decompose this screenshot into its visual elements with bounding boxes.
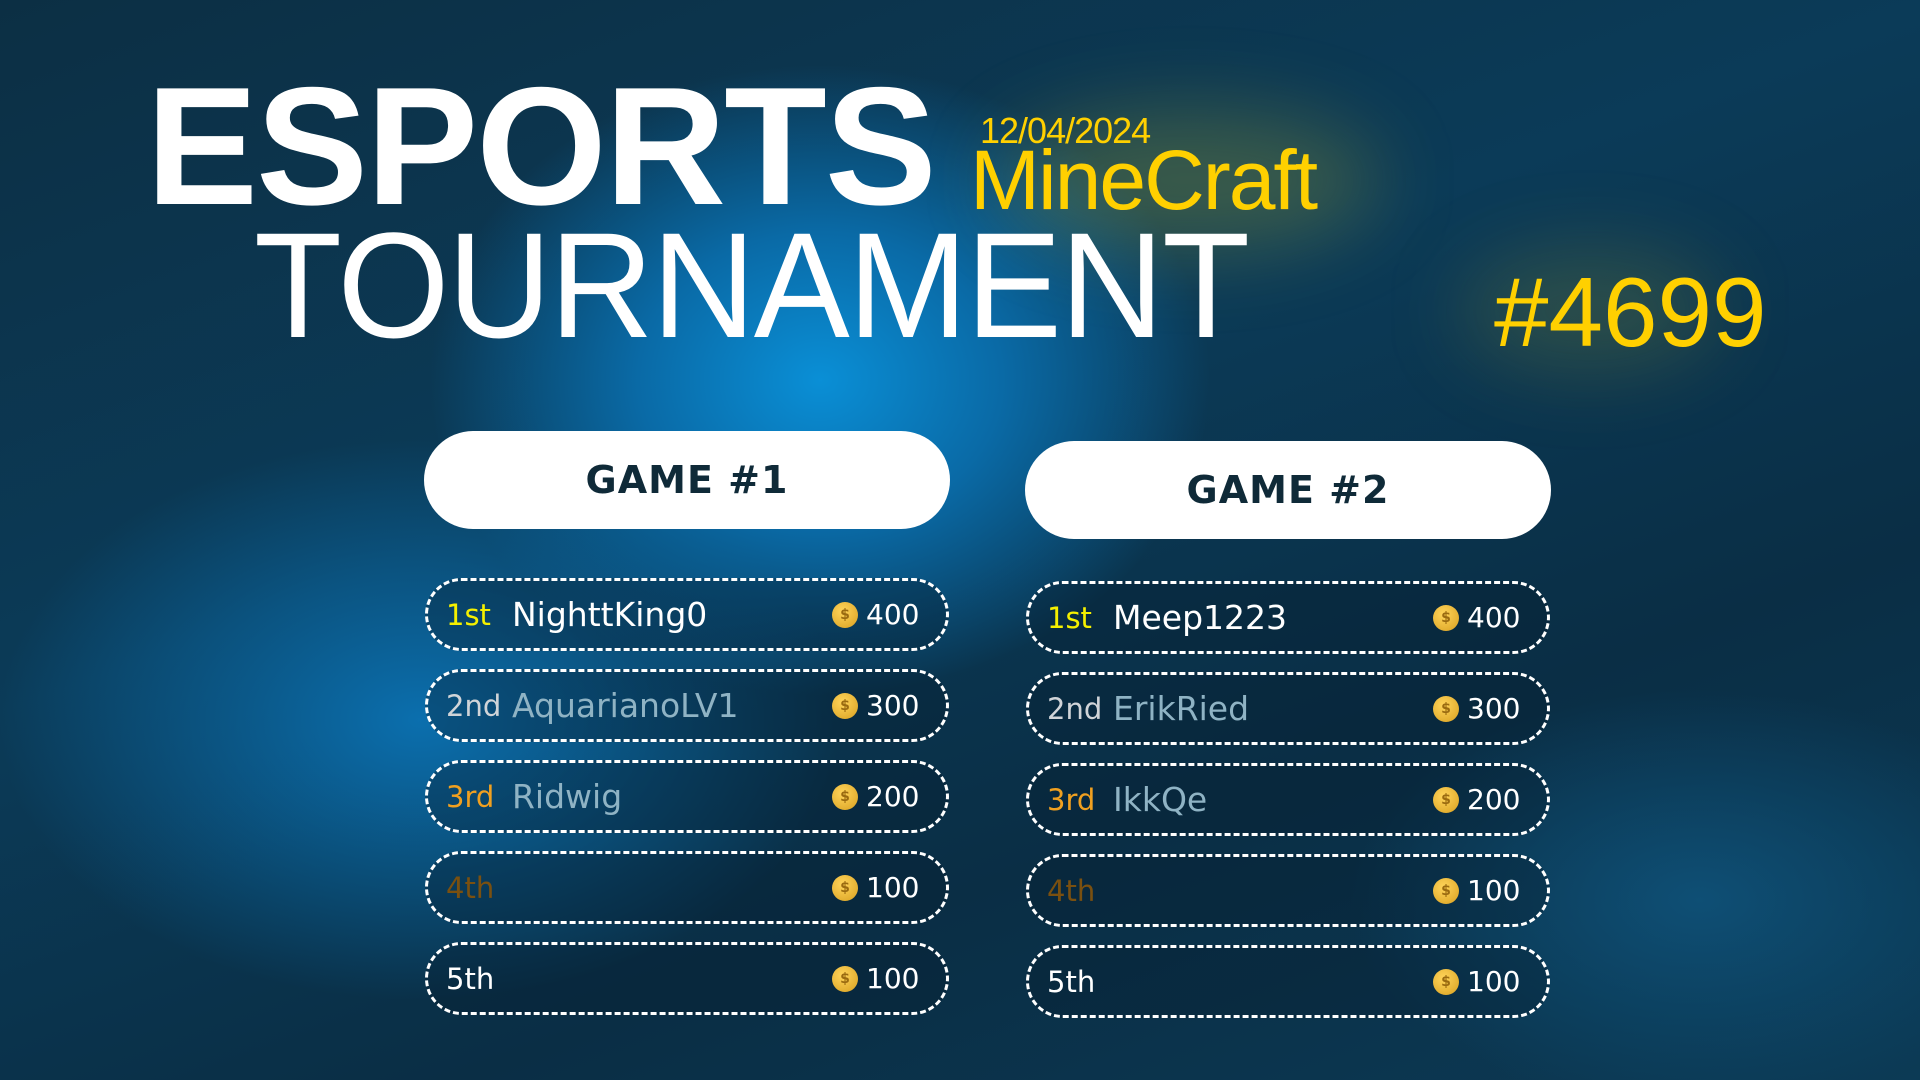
points: 300 bbox=[866, 689, 920, 722]
coin-icon: $ bbox=[1433, 604, 1459, 631]
leaderboard-row: 1st Meep1223 $ 400 bbox=[1026, 581, 1550, 654]
player-name: IkkQe bbox=[1113, 780, 1208, 819]
coin-icon: $ bbox=[1433, 877, 1459, 904]
coin-icon: $ bbox=[832, 692, 858, 719]
points: 300 bbox=[1467, 692, 1521, 725]
points: 100 bbox=[866, 871, 920, 904]
coin-icon: $ bbox=[1433, 695, 1459, 722]
coin-icon: $ bbox=[832, 874, 858, 901]
player-name: Ridwig bbox=[512, 777, 623, 816]
player-name: Meep1223 bbox=[1113, 598, 1288, 637]
rank-label: 4th bbox=[1047, 873, 1096, 908]
rank-label: 5th bbox=[446, 961, 495, 996]
player-name: AquarianoLV1 bbox=[512, 686, 739, 725]
points: 100 bbox=[866, 962, 920, 995]
leaderboard-row: 1st NighttKing0 $ 400 bbox=[425, 578, 949, 651]
leaderboard-row: 3rd Ridwig $ 200 bbox=[425, 760, 949, 833]
leaderboard-row: 2nd ErikRied $ 300 bbox=[1026, 672, 1550, 745]
tournament-id: #4699 bbox=[1494, 257, 1767, 367]
leaderboard-row: 5th $ 100 bbox=[425, 942, 949, 1015]
coin-icon: $ bbox=[1433, 786, 1459, 813]
rank-label: 4th bbox=[446, 870, 495, 905]
points: 100 bbox=[1467, 965, 1521, 998]
coin-icon: $ bbox=[832, 965, 858, 992]
coin-icon: $ bbox=[832, 601, 858, 628]
points: 400 bbox=[866, 598, 920, 631]
rank-label: 1st bbox=[1047, 600, 1092, 635]
game-1-header: GAME #1 bbox=[424, 431, 950, 529]
leaderboard-row: 2nd AquarianoLV1 $ 300 bbox=[425, 669, 949, 742]
leaderboard-row: 4th $ 100 bbox=[1026, 854, 1550, 927]
glow bbox=[1000, 110, 1380, 250]
points: 400 bbox=[1467, 601, 1521, 634]
player-name: NighttKing0 bbox=[512, 595, 708, 634]
player-name: ErikRied bbox=[1113, 689, 1250, 728]
leaderboard-row: 4th $ 100 bbox=[425, 851, 949, 924]
points: 200 bbox=[1467, 783, 1521, 816]
rank-label: 5th bbox=[1047, 964, 1096, 999]
coin-icon: $ bbox=[1433, 968, 1459, 995]
rank-label: 2nd bbox=[1047, 691, 1103, 726]
rank-label: 1st bbox=[446, 597, 491, 632]
coin-icon: $ bbox=[832, 783, 858, 810]
game-name: MineCraft bbox=[970, 133, 1318, 227]
rank-label: 2nd bbox=[446, 688, 502, 723]
leaderboard-row: 5th $ 100 bbox=[1026, 945, 1550, 1018]
title-tournament: TOURNAMENT bbox=[254, 201, 1250, 369]
game-2-header: GAME #2 bbox=[1025, 441, 1551, 539]
points: 200 bbox=[866, 780, 920, 813]
leaderboard-row: 3rd IkkQe $ 200 bbox=[1026, 763, 1550, 836]
points: 100 bbox=[1467, 874, 1521, 907]
event-date: 12/04/2024 bbox=[980, 110, 1151, 151]
glow bbox=[1460, 250, 1720, 370]
rank-label: 3rd bbox=[1047, 782, 1096, 817]
title-esports: ESPORTS bbox=[146, 52, 937, 240]
rank-label: 3rd bbox=[446, 779, 495, 814]
